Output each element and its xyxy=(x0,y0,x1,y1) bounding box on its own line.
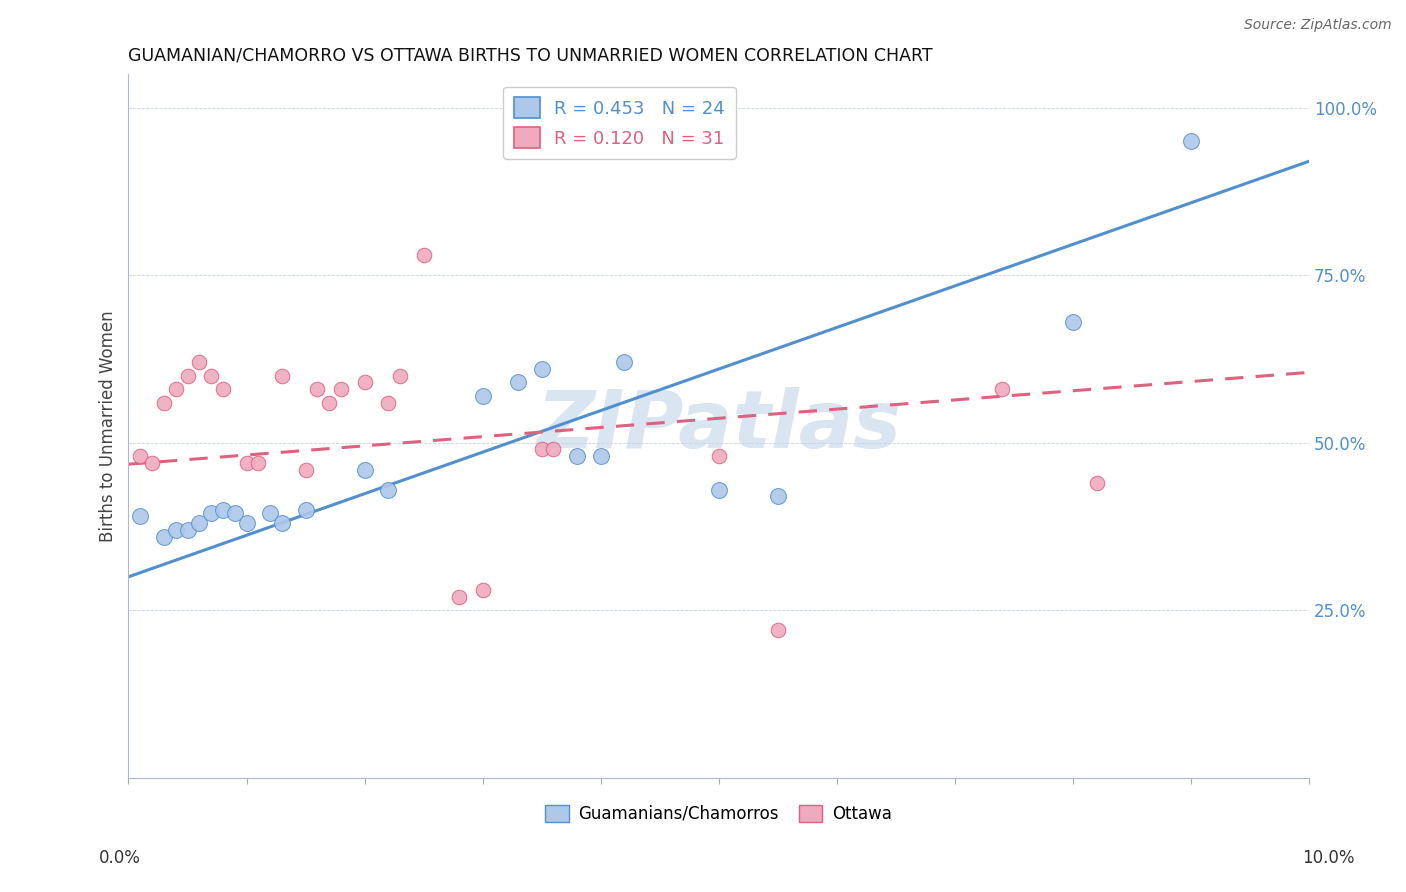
Point xyxy=(271,516,294,531)
Point xyxy=(353,376,375,390)
Point xyxy=(153,395,176,409)
Point xyxy=(188,355,211,369)
Point xyxy=(318,395,340,409)
Point xyxy=(530,362,553,376)
Point xyxy=(766,624,789,638)
Point xyxy=(565,134,588,148)
Point xyxy=(624,128,647,142)
Point xyxy=(330,382,353,396)
Point xyxy=(543,442,565,457)
Point xyxy=(176,368,198,383)
Point xyxy=(530,442,553,457)
Point xyxy=(506,376,529,390)
Point xyxy=(259,506,281,520)
Point xyxy=(129,509,152,524)
Text: 0.0%: 0.0% xyxy=(98,849,141,867)
Point xyxy=(613,355,636,369)
Point xyxy=(589,449,612,463)
Point xyxy=(224,506,246,520)
Point xyxy=(707,483,730,497)
Point xyxy=(1180,134,1202,148)
Point xyxy=(212,503,235,517)
Point xyxy=(471,583,494,598)
Point xyxy=(176,523,198,537)
Point xyxy=(412,248,434,262)
Point xyxy=(991,382,1014,396)
Point xyxy=(294,503,316,517)
Point xyxy=(353,462,375,476)
Y-axis label: Births to Unmarried Women: Births to Unmarried Women xyxy=(100,310,117,541)
Point xyxy=(294,462,316,476)
Point xyxy=(1062,315,1084,329)
Point xyxy=(212,382,235,396)
Point xyxy=(565,449,588,463)
Point xyxy=(389,368,412,383)
Text: Source: ZipAtlas.com: Source: ZipAtlas.com xyxy=(1244,18,1392,32)
Point xyxy=(235,456,257,470)
Point xyxy=(235,516,257,531)
Text: ZIPatlas: ZIPatlas xyxy=(536,387,901,465)
Point xyxy=(447,590,470,604)
Point xyxy=(707,449,730,463)
Point xyxy=(1085,475,1108,490)
Point xyxy=(165,523,187,537)
Point xyxy=(165,382,187,396)
Point xyxy=(589,120,612,135)
Point xyxy=(648,134,671,148)
Point xyxy=(153,530,176,544)
Point xyxy=(271,368,294,383)
Legend: Guamanians/Chamorros, Ottawa: Guamanians/Chamorros, Ottawa xyxy=(538,797,898,830)
Text: GUAMANIAN/CHAMORRO VS OTTAWA BIRTHS TO UNMARRIED WOMEN CORRELATION CHART: GUAMANIAN/CHAMORRO VS OTTAWA BIRTHS TO U… xyxy=(128,46,934,64)
Point xyxy=(200,368,222,383)
Point xyxy=(377,395,399,409)
Point xyxy=(129,449,152,463)
Point xyxy=(247,456,270,470)
Text: 10.0%: 10.0% xyxy=(1302,849,1355,867)
Point xyxy=(188,516,211,531)
Point xyxy=(141,456,163,470)
Point xyxy=(377,483,399,497)
Point xyxy=(200,506,222,520)
Point xyxy=(766,489,789,503)
Point xyxy=(307,382,329,396)
Point xyxy=(471,389,494,403)
